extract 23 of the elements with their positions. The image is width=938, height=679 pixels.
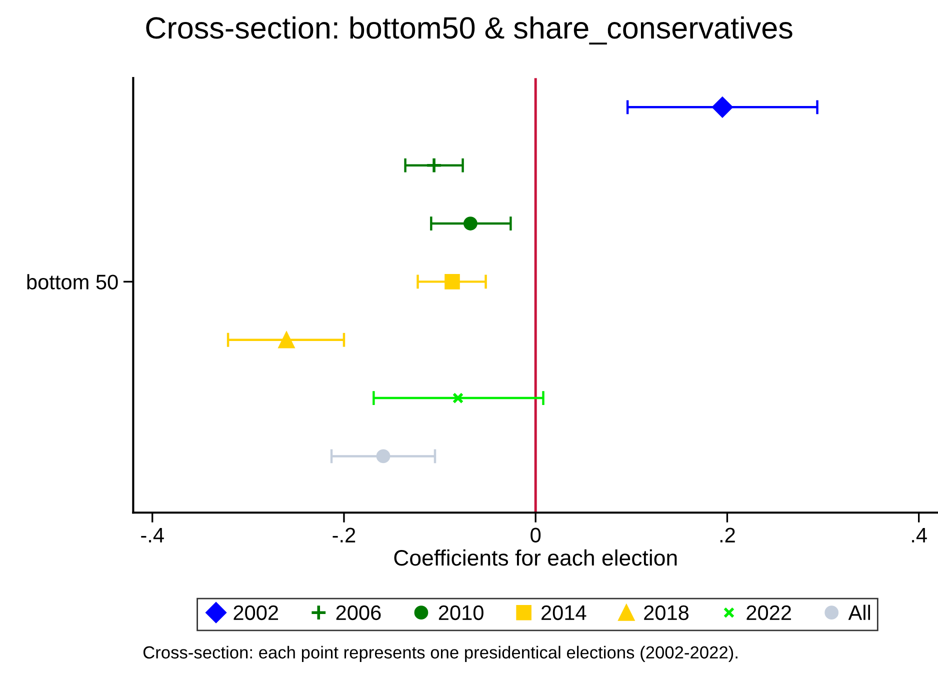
- point: [444, 274, 460, 290]
- x-tick-label: -.2: [332, 528, 356, 542]
- point: [464, 216, 478, 230]
- x-tick-label: -.4: [141, 528, 164, 542]
- point: [426, 157, 442, 174]
- x-tick-label: 0: [530, 528, 541, 543]
- legend-label: 2002: [234, 605, 278, 620]
- legend-label: 2014: [542, 605, 586, 620]
- x-axis-title: Coefficients for each election: [394, 549, 677, 566]
- point: [278, 332, 295, 348]
- legend-label: 2010: [438, 605, 484, 620]
- legend-label: 2022: [746, 605, 791, 620]
- legend-label: All: [848, 604, 870, 620]
- legend-label: 2006: [336, 605, 381, 620]
- x-tick-label: .4: [912, 528, 927, 542]
- point: [712, 96, 733, 118]
- y-tick-label: bottom 50: [27, 274, 118, 290]
- point: [452, 392, 464, 404]
- x-tick-label: .2: [720, 528, 735, 542]
- legend-label: 2018: [644, 605, 689, 620]
- chart-title: Cross-section: bottom50 & share_conservatives: [146, 16, 792, 45]
- text: Cross-section: each point represents one presidentical elections (2002-2022).: [143, 646, 738, 662]
- point: [376, 449, 390, 464]
